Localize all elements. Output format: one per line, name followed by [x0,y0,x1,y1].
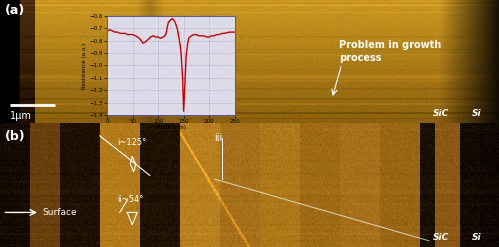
X-axis label: Width (nm): Width (nm) [155,125,187,130]
Text: ii~54°: ii~54° [117,195,144,204]
Text: (b): (b) [5,130,25,143]
Text: i~125°: i~125° [117,138,147,147]
Text: iii: iii [215,133,223,143]
Text: (a): (a) [5,4,25,17]
Text: Problem in growth
process: Problem in growth process [339,40,442,63]
Y-axis label: Resistance (a.u.): Resistance (a.u.) [82,42,87,88]
Text: SiC: SiC [433,109,450,118]
Text: 1μm: 1μm [10,111,32,121]
Text: SiC: SiC [433,233,450,242]
Text: Si: Si [472,233,481,242]
Text: Surface: Surface [42,208,77,217]
Text: Si: Si [472,109,481,118]
